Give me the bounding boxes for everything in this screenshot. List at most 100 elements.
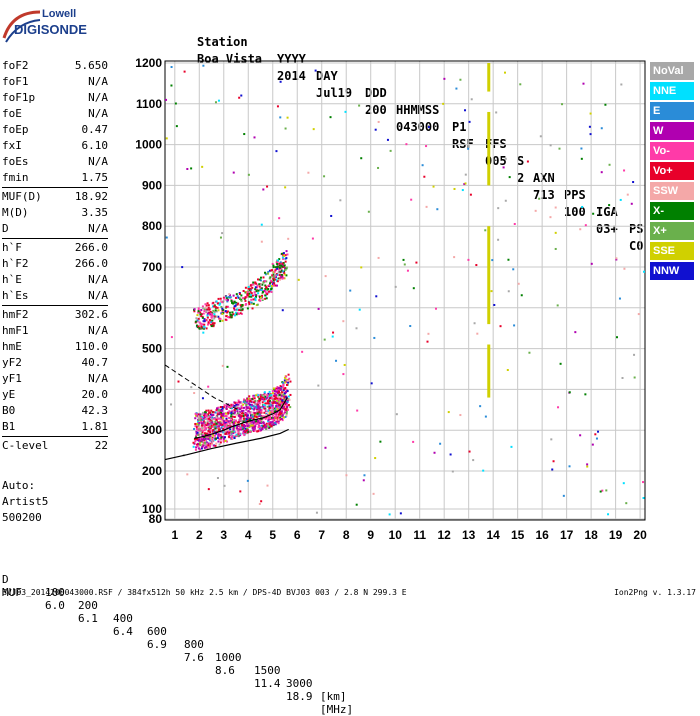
echo-point: [266, 395, 269, 398]
echo-point: [272, 283, 275, 286]
muf-value: 6.9: [147, 638, 167, 651]
echo-point: [202, 420, 205, 423]
echo-noise-point: [584, 393, 587, 396]
logo-line2: DIGISONDE: [14, 22, 87, 37]
echo-noise-point: [427, 126, 430, 129]
echo-point: [283, 264, 286, 267]
echo-point: [257, 430, 260, 433]
echo-point: [225, 315, 228, 318]
echo-point: [207, 437, 210, 440]
echo-noise-point: [601, 489, 604, 492]
echo-point: [232, 432, 235, 435]
echo-point: [199, 444, 202, 447]
echo-point: [266, 400, 269, 403]
echo-point: [283, 396, 286, 399]
echo-point: [217, 297, 220, 300]
echo-point: [222, 437, 225, 440]
echo-noise-point: [554, 231, 557, 234]
echo-point: [247, 285, 250, 288]
echo-point: [273, 400, 276, 403]
echo-point: [278, 387, 281, 390]
echo-point: [274, 275, 277, 278]
echo-point: [209, 444, 212, 447]
echo-point: [253, 426, 256, 429]
echo-point: [265, 409, 268, 412]
echo-point: [248, 295, 251, 298]
echo-point: [283, 277, 286, 280]
echo-noise-point: [579, 434, 582, 437]
echo-noise-point: [226, 365, 229, 368]
echo-point: [215, 437, 218, 440]
echo-point: [235, 313, 238, 316]
x-tick-label: 10: [389, 528, 403, 542]
echo-point: [273, 401, 276, 404]
echo-noise-point: [186, 167, 189, 170]
echo-point: [273, 395, 276, 398]
echo-point: [209, 411, 212, 414]
echo-point: [211, 418, 214, 421]
x-tick-label: 20: [633, 528, 647, 542]
echo-point: [244, 425, 247, 428]
echo-point: [263, 399, 266, 402]
echo-point: [208, 439, 211, 442]
echo-point: [282, 276, 285, 279]
echo-noise-point: [447, 411, 450, 414]
echo-point: [218, 317, 221, 320]
echo-point: [259, 426, 262, 429]
x-tick-label: 12: [438, 528, 452, 542]
echo-point: [274, 266, 277, 269]
echo-point: [216, 413, 219, 416]
echo-point: [261, 297, 264, 300]
echo-noise-point: [315, 511, 318, 514]
echo-point: [244, 427, 247, 430]
echo-point: [250, 284, 253, 287]
echo-point: [212, 431, 215, 434]
echo-point: [257, 407, 260, 410]
legend-entry-noval: NoVal: [650, 62, 694, 80]
echo-point: [229, 428, 232, 431]
echo-point: [212, 423, 215, 426]
echo-noise-point: [232, 171, 235, 174]
echo-point: [214, 420, 217, 423]
echo-point: [251, 427, 254, 430]
echo-point: [283, 398, 286, 401]
plot-frame: [164, 60, 646, 521]
echo-point: [240, 419, 243, 422]
echo-point: [280, 264, 283, 267]
echo-point: [257, 426, 260, 429]
echo-point: [257, 401, 260, 404]
echo-noise-point: [589, 112, 592, 115]
echo-noise-point: [406, 269, 409, 272]
echo-noise-point: [260, 500, 263, 503]
echo-point: [227, 405, 230, 408]
echo-noise-point: [600, 171, 603, 174]
echo-point: [201, 411, 204, 414]
echo-point: [278, 277, 281, 280]
echo-point: [210, 316, 213, 319]
echo-point: [247, 397, 250, 400]
echo-point: [215, 310, 218, 313]
x-tick-label: 8: [343, 528, 350, 542]
echo-noise-point: [355, 503, 358, 506]
echo-point: [236, 303, 239, 306]
echo-point: [219, 297, 222, 300]
echo-noise-point: [464, 182, 467, 185]
echo-point: [264, 280, 267, 283]
param-value: N/A: [88, 155, 108, 168]
echo-noise-point: [170, 84, 173, 87]
param-name: yF2: [2, 356, 22, 369]
echo-point: [197, 415, 200, 418]
echo-point: [212, 411, 215, 414]
echo-point: [238, 309, 241, 312]
echo-point: [281, 265, 284, 268]
echo-point: [250, 302, 253, 305]
echo-point: [284, 398, 287, 401]
echo-point: [269, 421, 272, 424]
echo-point: [213, 305, 216, 308]
echo-point: [276, 263, 279, 266]
param-name: MUF(D): [2, 190, 42, 203]
echo-point: [238, 432, 241, 435]
echo-point: [268, 405, 271, 408]
muf-value: 6.1: [78, 612, 98, 625]
echo-point: [246, 423, 249, 426]
